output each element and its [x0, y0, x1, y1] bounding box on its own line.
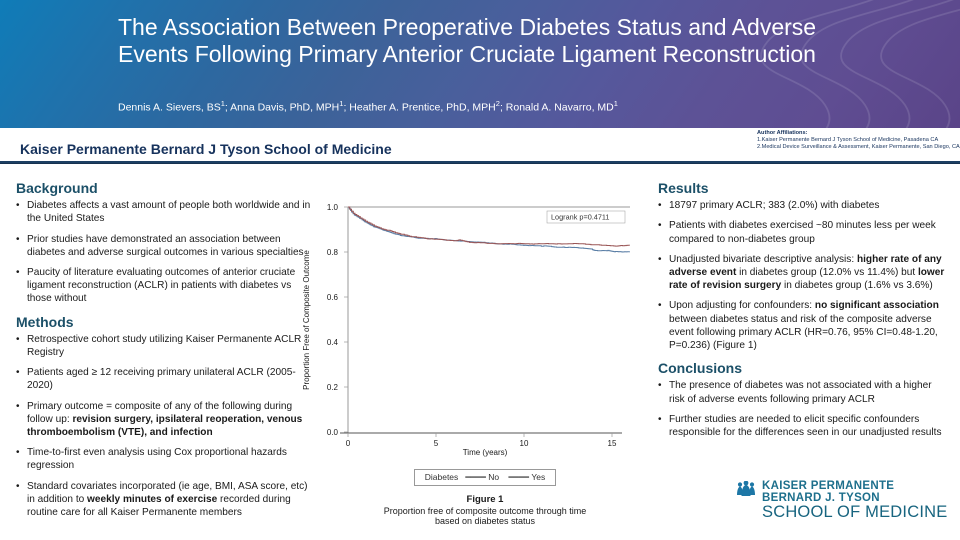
svg-text:Logrank p=0.4711: Logrank p=0.4711: [551, 213, 610, 222]
svg-text:Proportion Free of Composite O: Proportion Free of Composite Outcome: [302, 250, 311, 390]
svg-text:0.4: 0.4: [327, 338, 339, 347]
svg-text:Time (years): Time (years): [463, 448, 508, 457]
svg-text:0.2: 0.2: [327, 383, 339, 392]
svg-text:0.6: 0.6: [327, 293, 339, 302]
svg-text:15: 15: [608, 439, 617, 448]
svg-text:0.0: 0.0: [327, 428, 339, 437]
svg-text:5: 5: [434, 439, 439, 448]
svg-text:0.8: 0.8: [327, 248, 339, 257]
svg-text:0: 0: [346, 439, 351, 448]
svg-text:1.0: 1.0: [327, 203, 339, 212]
svg-text:10: 10: [520, 439, 529, 448]
